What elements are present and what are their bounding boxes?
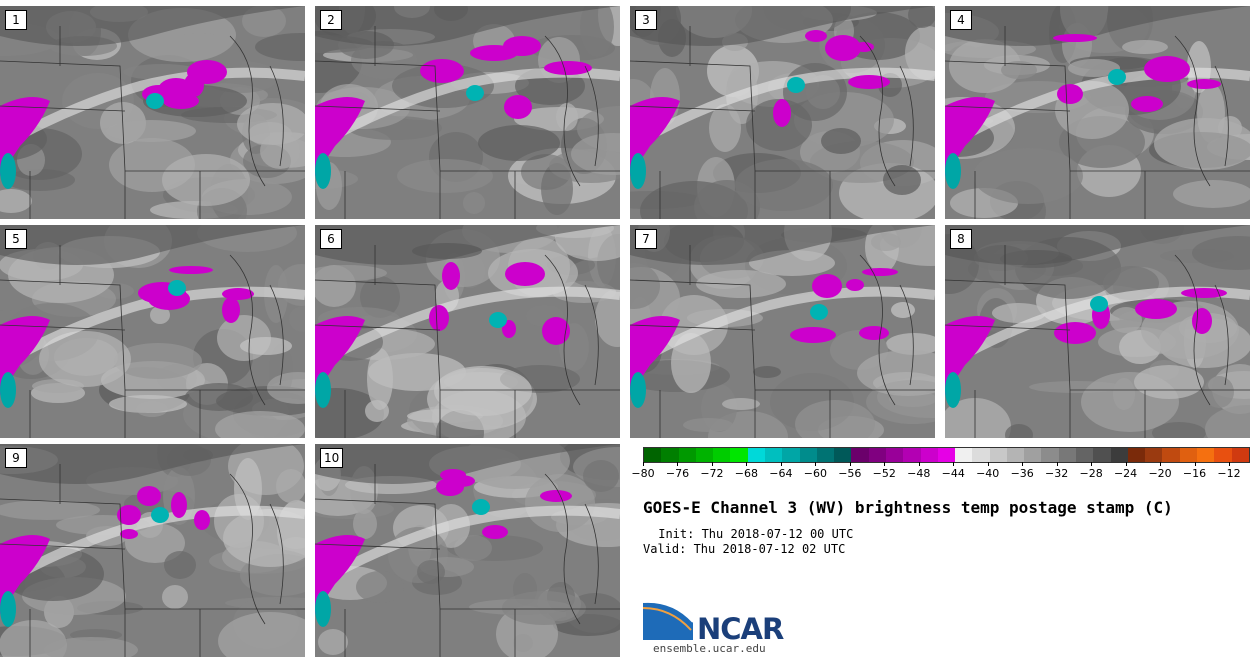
colorbar-tick-label: −12 (1217, 467, 1241, 480)
stamp-panel-10: 10 (315, 444, 620, 657)
colorbar-tick-label: −20 (1148, 467, 1172, 480)
colorbar-swatch (851, 448, 869, 462)
colorbar-swatch (695, 448, 714, 462)
stamp-label: 10 (320, 448, 344, 468)
stamp-panel-1: 1 (0, 6, 305, 219)
colorbar-tick-label: −44 (941, 467, 965, 480)
colorbar-tick-label: −68 (734, 467, 759, 480)
figure-title: GOES-E Channel 3 (WV) brightness temp po… (643, 498, 1173, 517)
colorbar-tick-label: −76 (665, 467, 690, 480)
colorbar-tick (780, 462, 782, 466)
colorbar-ticks: −80 −76 −72 −68 −64 −60 −56 −52 −48 −44 −40 −36 −32−… (631, 462, 1250, 482)
colorbar-swatch (713, 448, 731, 462)
colorbar-swatch (868, 448, 886, 462)
colorbar-swatch (747, 448, 765, 462)
colorbar-swatch (1162, 448, 1180, 462)
colorbar-tick (746, 462, 748, 466)
colorbar-tick (1022, 462, 1024, 466)
colorbar (643, 447, 1250, 463)
ncar-logo-icon (643, 600, 694, 640)
colorbar-swatch (972, 448, 990, 462)
colorbar-tick (884, 462, 886, 466)
colorbar-swatch (1093, 448, 1111, 462)
logo-url: ensemble.ucar.edu (653, 642, 766, 655)
colorbar-tick (918, 462, 920, 466)
colorbar-swatch (644, 448, 662, 462)
colorbar-swatch (1197, 448, 1215, 462)
colorbar-tick-label: −24 (1113, 467, 1138, 480)
colorbar-swatch (782, 448, 800, 462)
colorbar-tick-label: −40 (976, 467, 1000, 480)
stamp-panel-6: 6 (315, 225, 620, 438)
stamp-label: 4 (950, 10, 972, 30)
colorbar-swatch (730, 448, 748, 462)
colorbar-swatch (1145, 448, 1163, 462)
stamp-panel-4: 4 (945, 6, 1250, 219)
stamp-panel-8: 8 (945, 225, 1250, 438)
colorbar-tick (987, 462, 989, 466)
colorbar-swatch (834, 448, 852, 462)
colorbar-swatch (678, 448, 696, 462)
colorbar-tick-label: −28 (1079, 467, 1103, 480)
stamp-label: 9 (5, 448, 27, 468)
colorbar-swatch (937, 448, 956, 462)
colorbar-swatch (989, 448, 1007, 462)
colorbar-swatch (1231, 448, 1249, 462)
colorbar-swatch (885, 448, 904, 462)
colorbar-tick-label: −80 (631, 467, 655, 480)
stamp-label: 3 (635, 10, 657, 30)
colorbar-swatch (799, 448, 817, 462)
colorbar-tick (677, 462, 679, 466)
colorbar-swatch (1214, 448, 1232, 462)
stamp-panel-3: 3 (630, 6, 935, 219)
stamp-panel-9: 9 (0, 444, 305, 657)
colorbar-tick (849, 462, 851, 466)
colorbar-tick (1091, 462, 1093, 466)
colorbar-tick (1194, 462, 1196, 466)
colorbar-tick-label: −36 (1010, 467, 1034, 480)
colorbar-tick (1160, 462, 1162, 466)
colorbar-tick-label: −60 (803, 467, 827, 480)
stamp-label: 6 (320, 229, 342, 249)
init-time: Init: Thu 2018-07-12 00 UTC (651, 527, 854, 541)
stamp-panel-7: 7 (630, 225, 935, 438)
colorbar-tick-label: −56 (838, 467, 862, 480)
stamp-panel-5: 5 (0, 225, 305, 438)
colorbar-swatch (764, 448, 783, 462)
colorbar-tick-label: −16 (1182, 467, 1207, 480)
stamp-label: 7 (635, 229, 657, 249)
colorbar-tick-label: −64 (769, 467, 793, 480)
colorbar-tick (1229, 462, 1230, 466)
colorbar-swatch (1076, 448, 1094, 462)
logo-wordmark: NCAR (697, 612, 784, 646)
colorbar-tick-label: −72 (700, 467, 724, 480)
colorbar-tick (953, 462, 955, 466)
colorbar-swatch (661, 448, 679, 462)
valid-time: Valid: Thu 2018-07-12 02 UTC (643, 542, 846, 556)
colorbar-swatch (920, 448, 938, 462)
colorbar-tick (815, 462, 817, 466)
colorbar-tick (643, 462, 644, 466)
colorbar-tick-label: −52 (872, 467, 896, 480)
stamp-label: 5 (5, 229, 27, 249)
colorbar-swatch (1179, 448, 1197, 462)
colorbar-tick (1056, 462, 1058, 466)
colorbar-tick (1125, 462, 1127, 466)
colorbar-tick-label: −32 (1045, 467, 1069, 480)
colorbar-swatch (903, 448, 921, 462)
stamp-panel-2: 2 (315, 6, 620, 219)
colorbar-tick-label: −48 (907, 467, 931, 480)
colorbar-swatch (816, 448, 835, 462)
colorbar-swatch (1024, 448, 1042, 462)
stamp-label: 2 (320, 10, 342, 30)
colorbar-tick (711, 462, 713, 466)
stamp-label: 1 (5, 10, 27, 30)
colorbar-swatch (1110, 448, 1128, 462)
colorbar-swatch (1127, 448, 1146, 462)
colorbar-swatch (1006, 448, 1025, 462)
colorbar-swatch (1058, 448, 1077, 462)
colorbar-swatch (1041, 448, 1059, 462)
stamp-label: 8 (950, 229, 972, 249)
colorbar-swatch (955, 448, 973, 462)
